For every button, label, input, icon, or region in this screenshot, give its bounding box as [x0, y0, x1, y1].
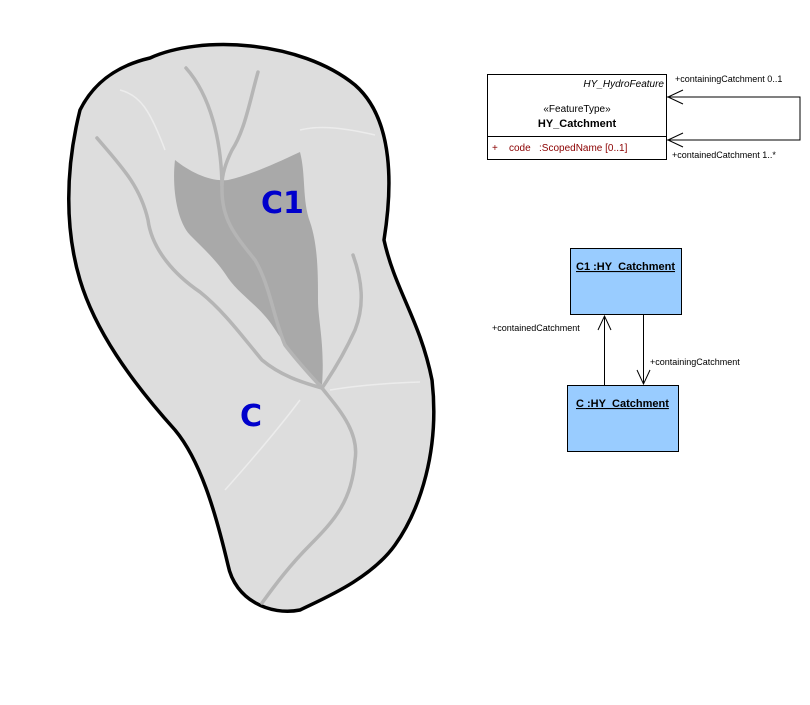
class-box-frame: [487, 74, 667, 160]
instance-c-box: [567, 385, 679, 452]
arrowhead-contained: [666, 132, 684, 148]
stream-west-branch: [95, 136, 324, 390]
arrowhead-containing: [666, 89, 684, 105]
uml-class-box: HY_HydroFeature «FeatureType» HY_Catchme…: [487, 74, 801, 160]
stream-main: [184, 66, 358, 605]
class-stereotype: «FeatureType»: [543, 104, 611, 115]
catchment-map: C1 C: [67, 42, 436, 613]
instance-c1-name: C1 :HY_Catchment: [576, 261, 675, 273]
attribute-visibility: +: [492, 143, 498, 154]
subcatchment-c1-label: C1: [261, 186, 304, 221]
subcatchment-c1-area: [174, 152, 323, 385]
assoc-containing-label: +containingCatchment 0..1: [675, 74, 782, 84]
catchment-c-label: C: [240, 399, 262, 434]
class-name: HY_Catchment: [538, 118, 617, 130]
catchment-c-area: [67, 42, 436, 613]
class-parent-label: HY_HydroFeature: [583, 79, 664, 90]
uml-instance-diagram: C1 :HY_Catchment C :HY_Catchment +contai…: [492, 248, 740, 452]
minor-channels: [119, 89, 421, 491]
attribute-type: :ScopedName [0..1]: [539, 143, 628, 154]
assoc-contained-label: +containedCatchment 1..*: [672, 150, 776, 160]
arrowhead-contained-up: [597, 314, 612, 331]
stream-east-branch: [320, 253, 363, 390]
arrowhead-containing-down: [636, 369, 651, 386]
link-containing-label: +containingCatchment: [650, 357, 740, 367]
self-association-line: [667, 96, 801, 141]
instance-c1-box: [570, 248, 682, 315]
stream-upper-branch: [220, 70, 260, 187]
link-contained-label: +containedCatchment: [492, 323, 580, 333]
instance-c-name: C :HY_Catchment: [576, 398, 669, 410]
stream-network: [95, 66, 363, 605]
attribute-name: code: [509, 143, 531, 154]
